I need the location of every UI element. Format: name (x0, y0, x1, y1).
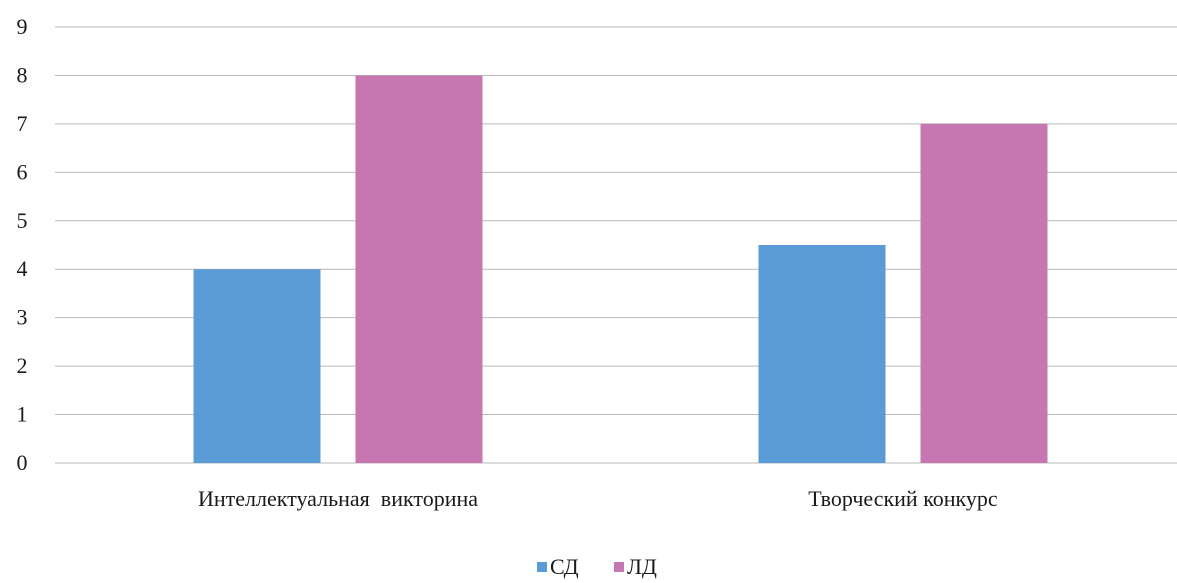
bar (758, 245, 886, 463)
legend-item: ЛД (614, 554, 657, 579)
y-tick-label: 2 (17, 353, 28, 378)
legend-label: ЛД (627, 554, 657, 579)
y-tick-label: 3 (17, 305, 28, 330)
legend-swatch (614, 562, 624, 572)
y-tick-label: 7 (17, 111, 28, 136)
y-tick-label: 9 (17, 14, 28, 39)
y-tick-label: 6 (17, 159, 28, 184)
legend-swatch (537, 562, 547, 572)
y-tick-label: 8 (17, 62, 28, 87)
y-tick-label: 5 (17, 208, 28, 233)
bar (355, 75, 483, 463)
y-tick-label: 1 (17, 402, 28, 427)
x-axis-category-labels: Интеллектуальная викторина Творческий кон… (198, 486, 998, 511)
legend-label: СД (550, 554, 579, 579)
legend: СД ЛД (537, 554, 657, 579)
legend-item: СД (537, 554, 579, 579)
y-axis-tick-labels: 0 1 2 3 4 5 6 7 8 9 (17, 14, 28, 475)
x-category-label: Творческий конкурс (808, 486, 998, 511)
x-category-label: Интеллектуальная викторина (198, 486, 478, 511)
bar (920, 123, 1048, 463)
y-tick-label: 4 (17, 256, 28, 281)
bar (193, 269, 321, 463)
bars (193, 75, 1048, 463)
y-tick-label: 0 (17, 450, 28, 475)
